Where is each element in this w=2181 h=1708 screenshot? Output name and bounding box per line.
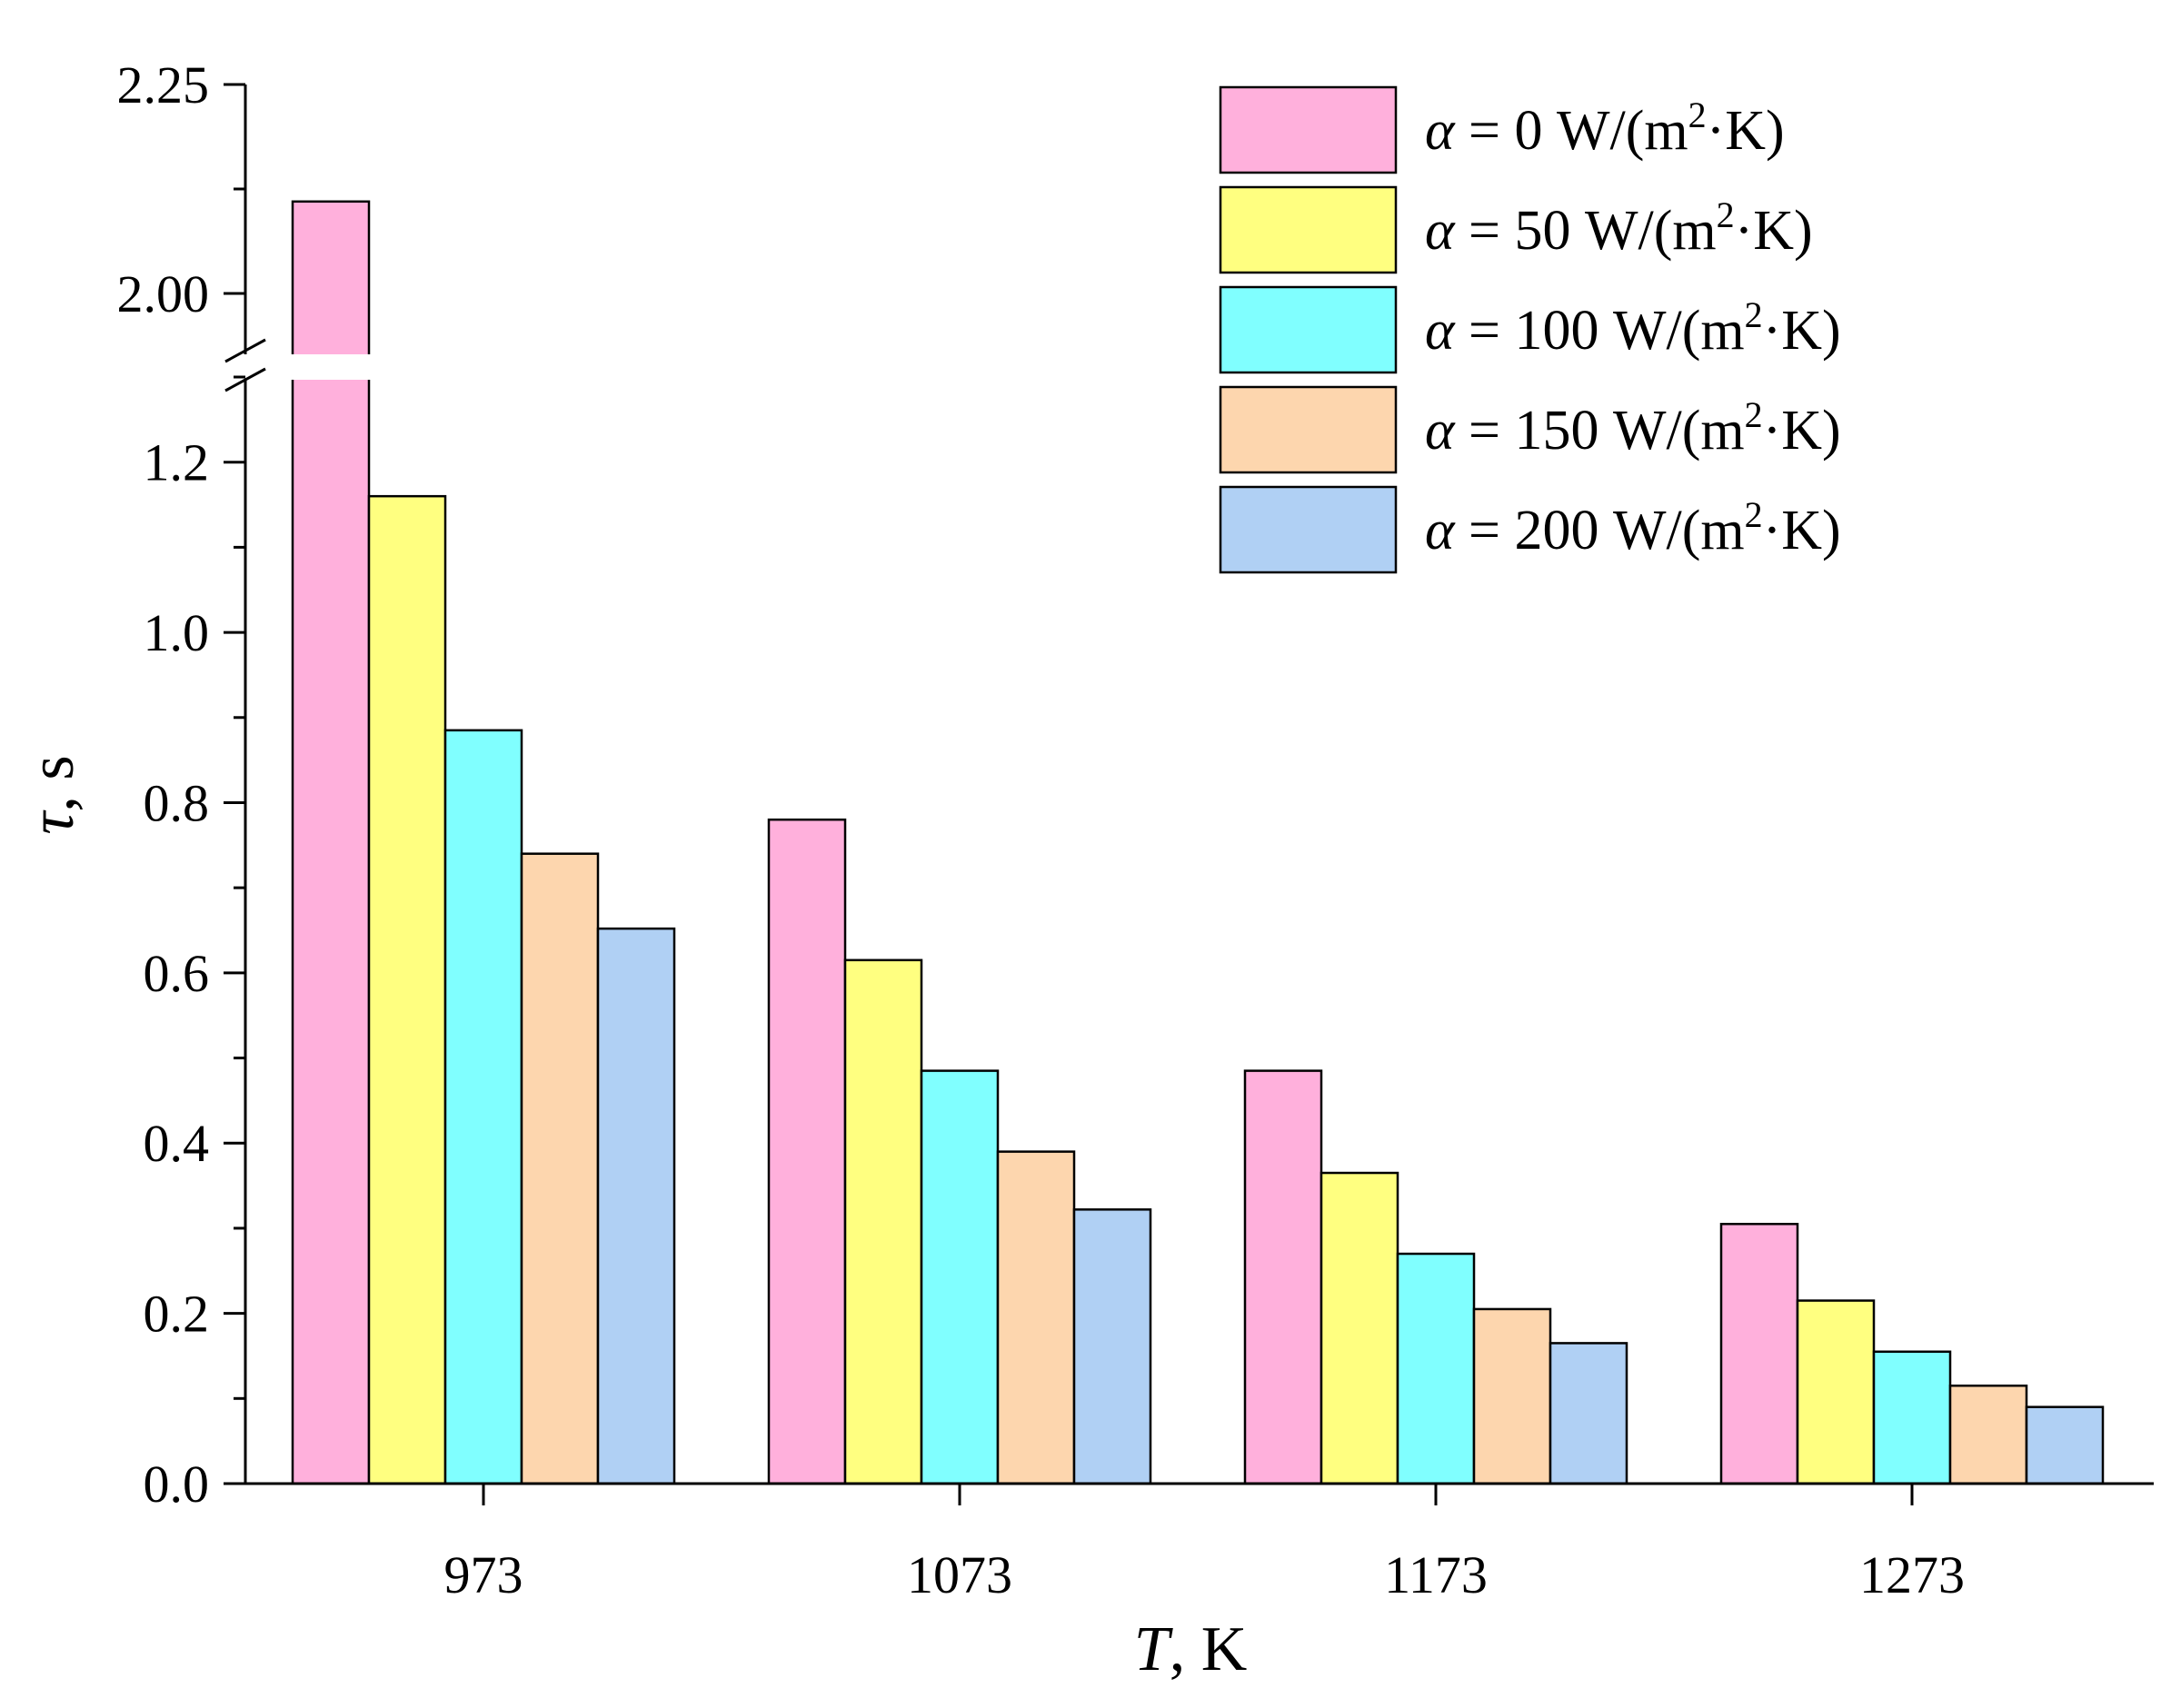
bar-3-2 (1472, 1307, 1552, 1485)
legend-label-suffix-3: ·K) (1763, 400, 1841, 462)
bar-3-0 (520, 852, 600, 1485)
y-tick-label-0: 0.0 (144, 1455, 210, 1514)
bar-4-1 (1072, 1208, 1152, 1485)
bar-1-1 (843, 958, 923, 1485)
legend-label-text-2: = 100 W/(m (1455, 300, 1745, 362)
legend-swatch-2 (1219, 285, 1398, 374)
y-tick-label-1: 0.2 (144, 1285, 210, 1344)
legend-label-suffix-0: ·K) (1707, 100, 1785, 162)
bar-4-0 (596, 927, 676, 1485)
legend-label-suffix-1: ·K) (1735, 200, 1813, 262)
x-tick-label-2: 1173 (1384, 1545, 1488, 1604)
legend-label-symbol-1: α (1425, 200, 1456, 262)
bar-1-3 (1796, 1299, 1876, 1485)
legend-label-text-3: = 150 W/(m (1455, 400, 1745, 462)
legend-label-symbol-4: α (1425, 500, 1456, 561)
y-tick-label-4: 0.8 (144, 773, 210, 832)
x-tick-label-0: 973 (444, 1545, 523, 1604)
bar-1-2 (1320, 1171, 1399, 1485)
legend-swatch-1 (1219, 185, 1398, 274)
legend-label-suffix-2: ·K) (1763, 300, 1841, 362)
bar-0-1 (767, 818, 847, 1485)
bar-4-3 (2025, 1405, 2105, 1485)
y-axis-break-mark-top (224, 338, 266, 363)
bar-2-2 (1396, 1252, 1476, 1485)
bar-0-2 (1243, 1069, 1323, 1485)
legend-label-symbol-2: α (1425, 300, 1456, 362)
bar-2-0 (443, 729, 523, 1485)
legend-swatch-4 (1219, 485, 1398, 574)
bar-0-3 (1719, 1222, 1799, 1485)
legend-label-superscript-2: 2 (1745, 294, 1763, 335)
y-tick-upper-label-1: 2.25 (117, 55, 210, 114)
y-tick-upper-label-0: 2.00 (117, 264, 210, 323)
y-axis-title-unit: , s (17, 755, 87, 811)
bar-2-1 (920, 1069, 1000, 1485)
y-tick-label-6: 1.2 (144, 433, 210, 492)
bar-break-gap-0-0 (290, 354, 372, 380)
y-axis-title-symbol: τ (17, 809, 87, 835)
legend-label-symbol-3: α (1425, 400, 1456, 462)
legend-label-superscript-0: 2 (1688, 94, 1707, 135)
legend-label-4: α = 200 W/(m2·K) (1425, 494, 1841, 561)
x-tick-label-1: 1073 (907, 1545, 1012, 1604)
bar-3-1 (996, 1150, 1076, 1485)
legend-label-superscript-4: 2 (1745, 494, 1763, 535)
legend-label-3: α = 150 W/(m2·K) (1425, 394, 1841, 462)
legend-label-1: α = 50 W/(m2·K) (1425, 194, 1813, 262)
y-axis-break-mark-bottom (224, 367, 266, 392)
legend-label-suffix-4: ·K) (1763, 500, 1841, 561)
x-axis-title-symbol: T (1134, 1614, 1174, 1684)
y-tick-label-5: 1.0 (144, 603, 210, 662)
legend-label-0: α = 0 W/(m2·K) (1425, 94, 1785, 162)
legend-swatch-0 (1219, 85, 1398, 174)
legend-label-2: α = 100 W/(m2·K) (1425, 294, 1841, 362)
legend-label-text-4: = 200 W/(m (1455, 500, 1745, 561)
bar-0-0 (291, 200, 371, 1485)
y-tick-label-3: 0.6 (144, 944, 210, 1003)
bar-1-0 (367, 494, 447, 1485)
bar-2-3 (1872, 1350, 1952, 1485)
y-axis-title: τ, s (17, 755, 87, 834)
x-tick-label-3: 1273 (1859, 1545, 1965, 1604)
x-axis-title-unit: , K (1170, 1614, 1248, 1684)
y-tick-label-2: 0.4 (144, 1114, 210, 1173)
bar-3-3 (1948, 1385, 2028, 1485)
legend-swatch-3 (1219, 385, 1398, 474)
x-axis-title: T, K (1134, 1614, 1248, 1684)
legend-label-text-1: = 50 W/(m (1455, 200, 1717, 262)
legend-label-text-0: = 0 W/(m (1455, 100, 1688, 162)
bars-layer (290, 200, 2105, 1485)
legend-label-superscript-3: 2 (1745, 394, 1763, 435)
legend-label-symbol-0: α (1425, 100, 1456, 162)
axes-layer: 0.0 0.2 0.4 0.6 0.8 1.0 1.2 2.00 2.25 973 1073 1173… (117, 55, 2154, 1604)
legend-label-superscript-1: 2 (1717, 194, 1735, 235)
legend: α = 0 W/(m2·K)α = 50 W/(m2·K)α = 100 W/(… (1219, 85, 1841, 574)
bar-4-2 (1549, 1342, 1628, 1485)
